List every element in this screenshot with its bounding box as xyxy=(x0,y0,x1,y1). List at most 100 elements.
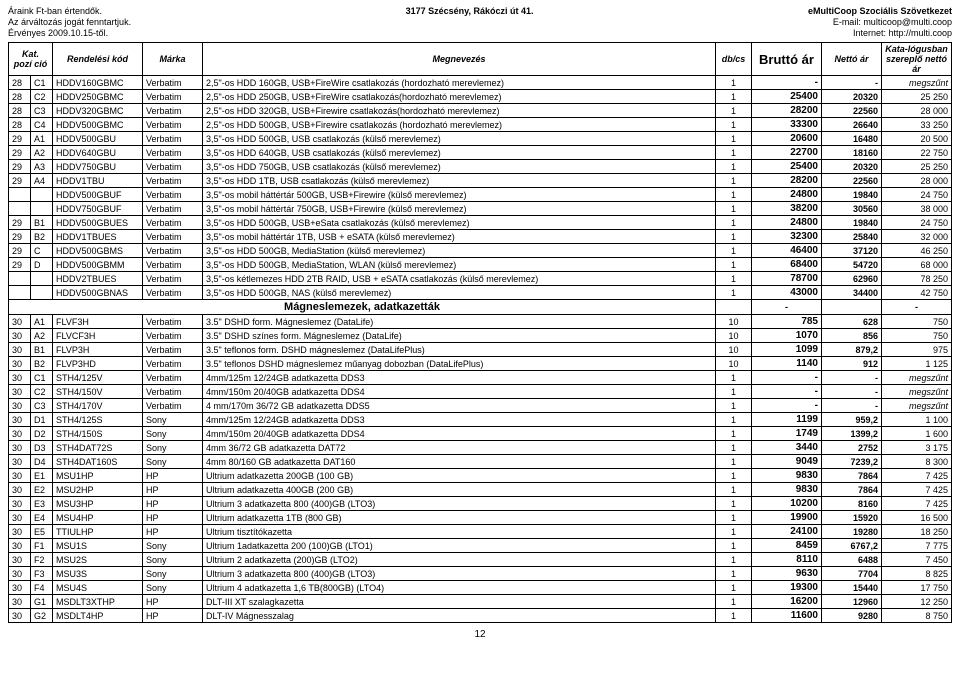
header-left-2: Az árváltozás jogát fenntartjuk. xyxy=(8,17,131,28)
cell-kat: 28 xyxy=(9,118,31,132)
cell-megn: 4mm 80/160 GB adatkazetta DAT160 xyxy=(203,455,716,469)
cell-katnet: 7 425 xyxy=(882,483,952,497)
cell-marka: Verbatim xyxy=(143,258,203,272)
cell-marka: Sony xyxy=(143,413,203,427)
table-row: Mágneslemezek, adatkazetták-- xyxy=(9,300,952,315)
cell-kat xyxy=(9,272,31,286)
cell-kat: 30 xyxy=(9,497,31,511)
cell-poz: C4 xyxy=(31,118,53,132)
cell-kod: HDDV1TBUES xyxy=(53,230,143,244)
cell-brutto: 1749 xyxy=(752,427,822,441)
cell-poz: C xyxy=(31,244,53,258)
cell-kod: FLVF3H xyxy=(53,315,143,329)
cell-megn: Ultrium 2 adatkazetta (200)GB (LTO2) xyxy=(203,553,716,567)
table-row: 30F3MSU3SSonyUltrium 3 adatkazetta 800 (… xyxy=(9,567,952,581)
cell-kat: 28 xyxy=(9,90,31,104)
cell-kat xyxy=(9,286,31,300)
cell-poz: A1 xyxy=(31,132,53,146)
cell-poz: C3 xyxy=(31,399,53,413)
table-row: 30E5TTIULHPHPUltrium tisztítókazetta1241… xyxy=(9,525,952,539)
cell-poz: F1 xyxy=(31,539,53,553)
cell-brutto: - xyxy=(752,385,822,399)
cell-poz: E2 xyxy=(31,483,53,497)
cell-kod: STH4/150S xyxy=(53,427,143,441)
cell-brutto: 43000 xyxy=(752,286,822,300)
cell-brutto: 28200 xyxy=(752,104,822,118)
cell-netto: 22560 xyxy=(822,174,882,188)
header-right-2: E-mail: multicoop@multi.coop xyxy=(808,17,952,28)
cell-marka: HP xyxy=(143,525,203,539)
cell-netto: - xyxy=(822,399,882,413)
cell-marka: Verbatim xyxy=(143,272,203,286)
cell-katnet: megszűnt xyxy=(882,385,952,399)
cell-db: 1 xyxy=(716,441,752,455)
cell-poz: B2 xyxy=(31,230,53,244)
cell-brutto: 1140 xyxy=(752,357,822,371)
cell-kat: 29 xyxy=(9,258,31,272)
cell-megn: DLT-III XT szalagkazetta xyxy=(203,595,716,609)
cell-kat: 30 xyxy=(9,483,31,497)
cell-netto: 879,2 xyxy=(822,343,882,357)
cell-megn: 3,5"-os mobil háttértár 1TB, USB + eSATA… xyxy=(203,230,716,244)
cell-db: 1 xyxy=(716,90,752,104)
cell-katnet: 8 750 xyxy=(882,609,952,623)
cell-katnet: 1 125 xyxy=(882,357,952,371)
cell-netto: 30560 xyxy=(822,202,882,216)
cell-megn: 4mm/150m 20/40GB adatkazetta DDS4 xyxy=(203,385,716,399)
cell-kod: MSDLT3XTHP xyxy=(53,595,143,609)
cell-katnet: 28 000 xyxy=(882,104,952,118)
cell-marka: HP xyxy=(143,609,203,623)
cell-marka: Verbatim xyxy=(143,329,203,343)
cell-netto xyxy=(822,300,882,315)
cell-katnet: 20 500 xyxy=(882,132,952,146)
cell-kod: HDDV250GBMC xyxy=(53,90,143,104)
cell-kat: 30 xyxy=(9,581,31,595)
cell-db: 1 xyxy=(716,511,752,525)
cell-poz: A2 xyxy=(31,146,53,160)
cell-katnet: 32 000 xyxy=(882,230,952,244)
cell-poz: D1 xyxy=(31,413,53,427)
cell-kod: HDDV500GBMC xyxy=(53,118,143,132)
cell-katnet: 25 250 xyxy=(882,160,952,174)
cell-netto: 16480 xyxy=(822,132,882,146)
cell-megn: 3,5"-os mobil háttértár 500GB, USB+Firew… xyxy=(203,188,716,202)
cell-kod: MSU4HP xyxy=(53,511,143,525)
table-row: 30G2MSDLT4HPHPDLT-IV Mágnesszalag1116009… xyxy=(9,609,952,623)
price-table: Kat.pozí ció Rendelési kód Márka Megneve… xyxy=(8,42,952,623)
cell-marka: Verbatim xyxy=(143,188,203,202)
cell-kod: MSU4S xyxy=(53,581,143,595)
cell-katnet: 7 425 xyxy=(882,469,952,483)
cell-katnet: 24 750 xyxy=(882,216,952,230)
cell-katnet: 750 xyxy=(882,329,952,343)
header-center: 3177 Szécsény, Rákóczi út 41. xyxy=(131,6,808,38)
cell-kat: 30 xyxy=(9,413,31,427)
cell-katnet: 22 750 xyxy=(882,146,952,160)
cell-netto: 6767,2 xyxy=(822,539,882,553)
cell-kat: 28 xyxy=(9,76,31,90)
cell-kod: MSU1S xyxy=(53,539,143,553)
cell-marka: Verbatim xyxy=(143,230,203,244)
cell-kat: 30 xyxy=(9,539,31,553)
table-row: 30D1STH4/125SSony4mm/125m 12/24GB adatka… xyxy=(9,413,952,427)
cell-kod: STH4DAT160S xyxy=(53,455,143,469)
cell-katnet: 8 300 xyxy=(882,455,952,469)
cell-brutto: 33300 xyxy=(752,118,822,132)
cell-katnet: 42 750 xyxy=(882,286,952,300)
cell-brutto: 24100 xyxy=(752,525,822,539)
cell-db: 1 xyxy=(716,609,752,623)
cell-poz: A4 xyxy=(31,174,53,188)
table-row: 30D4STH4DAT160SSony4mm 80/160 GB adatkaz… xyxy=(9,455,952,469)
cell-megn: 4mm/125m 12/24GB adatkazetta DDS3 xyxy=(203,371,716,385)
cell-marka: Sony xyxy=(143,553,203,567)
cell-megn: 4mm/125m 12/24GB adatkazetta DDS3 xyxy=(203,413,716,427)
cell-db: 1 xyxy=(716,371,752,385)
cell-brutto: 9830 xyxy=(752,483,822,497)
cell-brutto: 22700 xyxy=(752,146,822,160)
cell-kod: STH4DAT72S xyxy=(53,441,143,455)
cell-kat: 29 xyxy=(9,216,31,230)
cell-brutto: 1199 xyxy=(752,413,822,427)
cell-brutto: - xyxy=(752,399,822,413)
table-row: 30E4MSU4HPHPUltrium adatkazetta 1TB (800… xyxy=(9,511,952,525)
cell-poz: A2 xyxy=(31,329,53,343)
cell-brutto: 28200 xyxy=(752,174,822,188)
